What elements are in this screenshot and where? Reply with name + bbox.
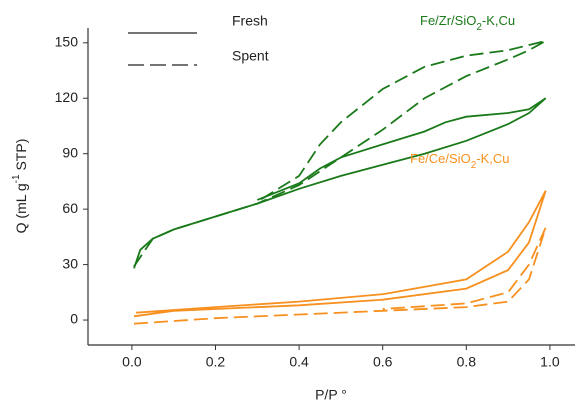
y-tick-label: 90 <box>62 144 78 160</box>
x-tick-label: 0.4 <box>289 354 309 370</box>
isotherm-line <box>133 40 547 267</box>
sample-label: Fe/Zr/SiO2-K,Cu <box>420 13 515 32</box>
sample-label-sub: 2 <box>476 22 482 33</box>
x-tick-label: 0.6 <box>373 354 393 370</box>
isotherm-line <box>133 190 547 318</box>
x-tick-label: 1.0 <box>540 354 560 370</box>
isotherm-line <box>133 227 547 325</box>
legend-label: Spent <box>232 48 269 64</box>
sample-label-part: -K,Cu <box>476 151 509 166</box>
legend-label: Fresh <box>232 13 268 29</box>
y-axis-label: Q (mL g-1 STP) <box>11 139 29 234</box>
y-tick-label: 0 <box>70 311 78 327</box>
sample-label-part: -K,Cu <box>482 13 515 28</box>
x-tick-label: 0.8 <box>457 354 477 370</box>
y-label-part: STP) <box>13 139 29 175</box>
sample-label-part: Fe/Ce/SiO <box>410 151 471 166</box>
sample-label-sub: 2 <box>471 160 477 171</box>
y-label-sup: -1 <box>11 174 22 183</box>
y-tick-label: 60 <box>62 200 78 216</box>
x-tick-label: 0.0 <box>122 354 142 370</box>
y-tick-label: 30 <box>62 255 78 271</box>
sample-label: Fe/Ce/SiO2-K,Cu <box>410 151 509 170</box>
x-axis-label: P/P ° <box>315 387 347 403</box>
y-tick-label: 120 <box>55 89 79 105</box>
y-label-part: Q (mL g <box>13 183 29 233</box>
y-tick-label: 150 <box>55 33 79 49</box>
x-tick-label: 0.2 <box>206 354 226 370</box>
sample-label-part: Fe/Zr/SiO <box>420 13 476 28</box>
